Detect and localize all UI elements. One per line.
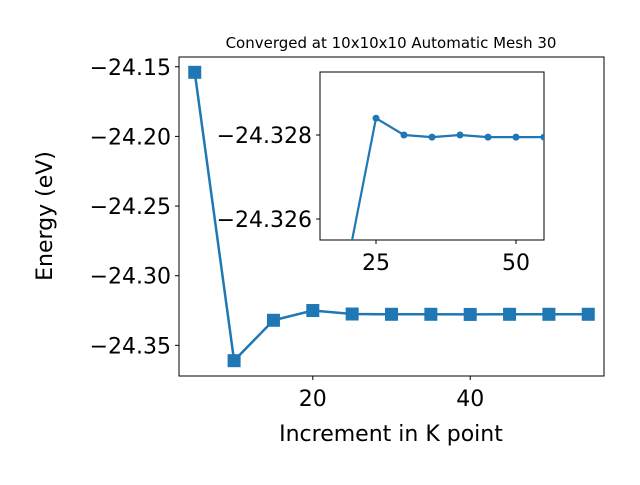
main-data-point xyxy=(581,307,595,321)
main-data-point xyxy=(306,304,320,318)
main-data-point xyxy=(424,307,438,321)
inset-y-tick-label: −24.326 xyxy=(217,208,312,233)
main-frame xyxy=(178,56,605,377)
main-data-point xyxy=(385,307,398,321)
inset-series-line xyxy=(350,116,544,240)
main-data-point xyxy=(227,354,241,368)
main-data-point xyxy=(542,307,556,321)
main-data-point xyxy=(188,65,202,79)
main-data-point xyxy=(266,313,280,327)
inset-data-point xyxy=(345,258,352,265)
main-y-tick-label: −24.30 xyxy=(90,265,171,290)
main-x-tick-label: 40 xyxy=(456,387,484,412)
main-series-group xyxy=(188,65,595,368)
inset-y-tick-label: −24.328 xyxy=(217,124,312,149)
inset-series-group xyxy=(345,114,544,265)
inset-data-point xyxy=(428,133,436,141)
inset-data-point xyxy=(484,133,492,141)
inset-plot-area: 25 50 −24.328 −24.326 xyxy=(217,71,545,276)
main-y-tick-label: −24.15 xyxy=(90,56,171,81)
main-plot-area: 20 40 −24.15 −24.20 −24.25 −24.30 −24.35 xyxy=(90,56,605,412)
inset-x-tick-label: 25 xyxy=(362,251,390,276)
inset-data-point xyxy=(456,131,464,139)
chart-title: Converged at 10x10x10 Automatic Mesh 30 xyxy=(226,34,557,52)
inset-data-point xyxy=(372,114,380,122)
main-data-point xyxy=(345,307,359,321)
main-x-tick-label: 20 xyxy=(299,387,327,412)
inset-data-point xyxy=(540,133,544,141)
inset-frame xyxy=(319,71,545,241)
main-y-tick-label: −24.20 xyxy=(90,125,171,150)
y-axis-label: Energy (eV) xyxy=(33,151,58,281)
main-data-point xyxy=(463,307,477,321)
inset-data-point xyxy=(400,131,408,139)
main-y-tick-label: −24.35 xyxy=(90,334,171,359)
inset-x-tick-label: 50 xyxy=(502,251,530,276)
inset-data-point xyxy=(512,133,520,141)
main-y-tick-label: −24.25 xyxy=(90,195,171,220)
x-axis-label: Increment in K point xyxy=(279,422,503,447)
main-data-point xyxy=(503,307,517,321)
